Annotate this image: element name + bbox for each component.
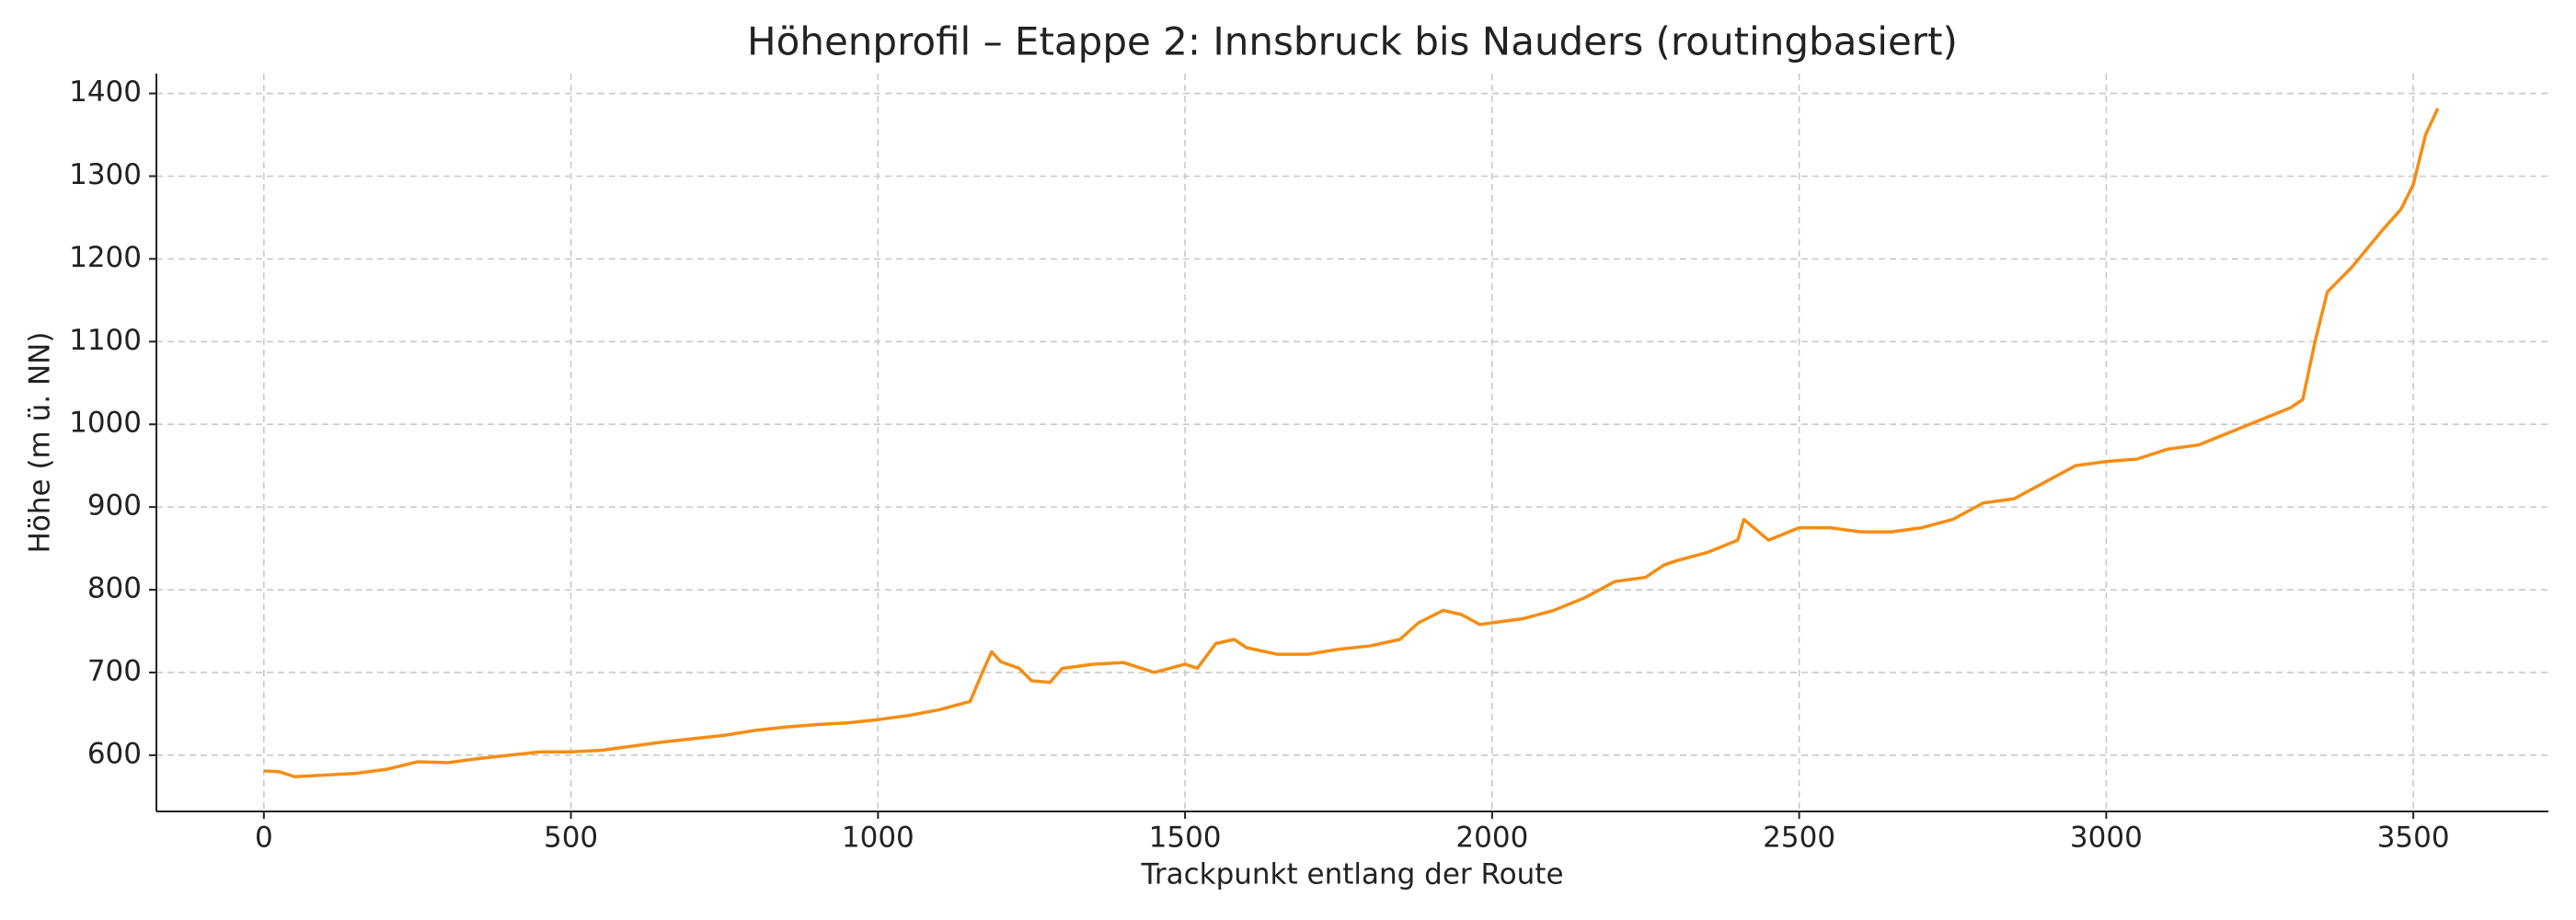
x-tick-label: 1000 bbox=[842, 822, 914, 855]
y-axis-label: Höhe (m ü. NN) bbox=[24, 332, 57, 554]
x-tick-label: 3500 bbox=[2377, 822, 2450, 855]
line-series bbox=[263, 108, 2440, 778]
y-tick-label: 1200 bbox=[69, 241, 142, 274]
chart-title: Höhenprofil – Etappe 2: Innsbruck bis Na… bbox=[747, 19, 1958, 64]
x-tick-label: 2000 bbox=[1455, 822, 1528, 855]
y-tick-label: 700 bbox=[87, 654, 142, 687]
y-tick-label: 1000 bbox=[69, 407, 142, 440]
x-tick-label: 0 bbox=[255, 822, 273, 855]
y-tick-label: 600 bbox=[87, 737, 142, 770]
x-tick-label: 3000 bbox=[2070, 822, 2143, 855]
y-tick-label: 900 bbox=[87, 489, 142, 523]
x-tick-label: 1500 bbox=[1149, 822, 1222, 855]
y-tick-label: 1100 bbox=[69, 324, 142, 357]
y-tick-label: 800 bbox=[87, 572, 142, 605]
x-tick-label: 500 bbox=[544, 822, 598, 855]
y-tick-label: 1400 bbox=[69, 75, 142, 109]
x-tick-label: 2500 bbox=[1763, 822, 1835, 855]
x-axis-label: Trackpunkt entlang der Route bbox=[1140, 858, 1563, 891]
y-tick-label: 1300 bbox=[69, 158, 142, 191]
